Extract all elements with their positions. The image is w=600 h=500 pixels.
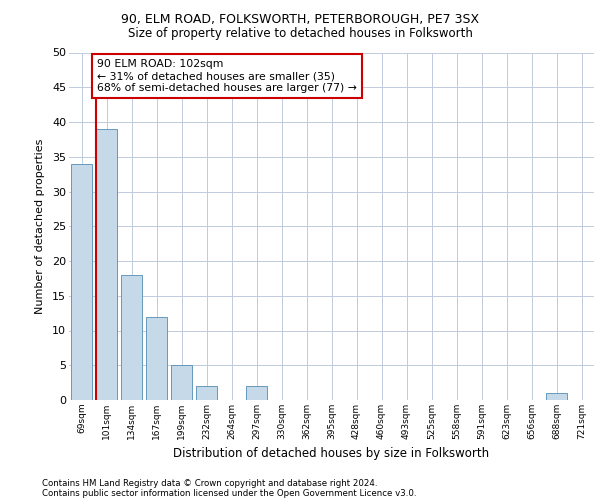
Bar <box>546 393 567 400</box>
Bar <box>196 386 217 400</box>
Text: 90, ELM ROAD, FOLKSWORTH, PETERBOROUGH, PE7 3SX: 90, ELM ROAD, FOLKSWORTH, PETERBOROUGH, … <box>121 12 479 26</box>
Text: Contains HM Land Registry data © Crown copyright and database right 2024.: Contains HM Land Registry data © Crown c… <box>42 478 377 488</box>
Text: 90 ELM ROAD: 102sqm
← 31% of detached houses are smaller (35)
68% of semi-detach: 90 ELM ROAD: 102sqm ← 31% of detached ho… <box>97 60 357 92</box>
Text: Contains public sector information licensed under the Open Government Licence v3: Contains public sector information licen… <box>42 488 416 498</box>
Bar <box>121 275 142 400</box>
Y-axis label: Number of detached properties: Number of detached properties <box>35 138 45 314</box>
Bar <box>146 316 167 400</box>
X-axis label: Distribution of detached houses by size in Folksworth: Distribution of detached houses by size … <box>173 448 490 460</box>
Text: Size of property relative to detached houses in Folksworth: Size of property relative to detached ho… <box>128 28 472 40</box>
Bar <box>96 129 117 400</box>
Bar <box>171 365 192 400</box>
Bar <box>246 386 267 400</box>
Bar <box>71 164 92 400</box>
